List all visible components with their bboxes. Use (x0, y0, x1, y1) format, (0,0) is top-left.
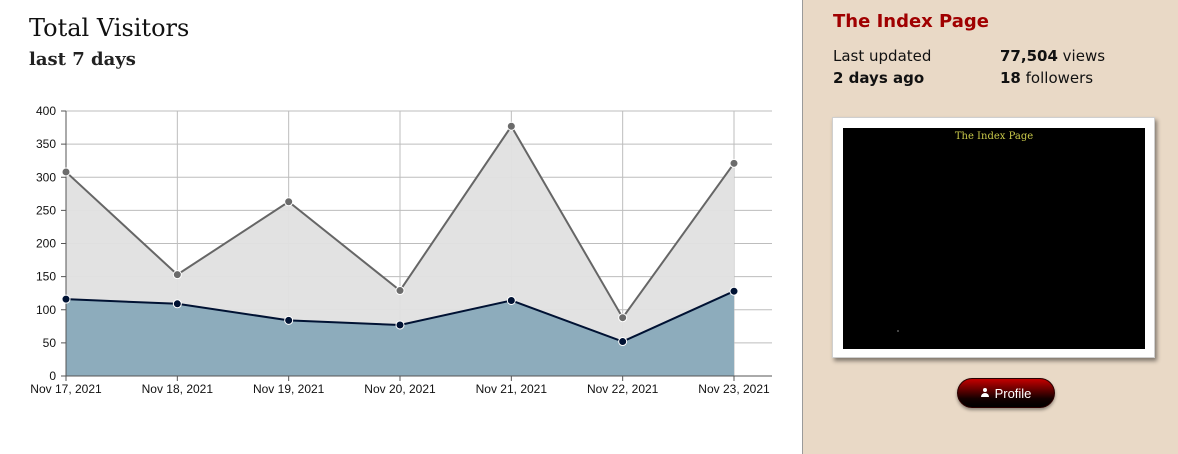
visitors-chart: 0 50 100 150 200 250 300 350 400 Nov 17, 2021 Nov … (30, 104, 772, 396)
views-label: views (1062, 47, 1106, 65)
series-2-point[interactable] (61, 294, 71, 304)
y-tick-label: 350 (36, 137, 56, 151)
followers-count: 18 (1000, 69, 1021, 87)
site-preview-caption: The Index Page (954, 131, 1034, 142)
y-tick-label: 400 (36, 104, 56, 118)
site-preview-screen: The Index Page (843, 128, 1145, 349)
followers-label: followers (1025, 69, 1094, 87)
last-updated-value-text: 2 days ago (833, 69, 925, 87)
x-tick-label: Nov 23, 2021 (698, 382, 770, 396)
series-1-point[interactable] (284, 197, 294, 207)
series-2-point[interactable] (506, 295, 516, 305)
y-tick-label: 150 (36, 270, 56, 284)
y-tick-label: 250 (36, 203, 56, 217)
last-updated-label: Last updated (833, 47, 932, 65)
site-title: The Index Page (833, 11, 989, 32)
chart-subtitle: last 7 days (29, 49, 136, 70)
marker-layer (61, 121, 739, 347)
series-2-point[interactable] (395, 320, 405, 330)
label-layer: 0 50 100 150 200 250 300 350 400 Nov 17, 2021 Nov … (30, 104, 770, 396)
y-tick-label: 300 (36, 170, 56, 184)
y-tick-label: 200 (36, 237, 56, 251)
chart-panel: Total Visitors last 7 days 0 50 100 150 200 2… (29, 14, 772, 396)
series-1-point[interactable] (729, 158, 739, 168)
x-tick-label: Nov 19, 2021 (253, 382, 325, 396)
series-1-point[interactable] (395, 286, 405, 296)
views-count: 77,504 (1000, 47, 1058, 65)
x-tick-label: Nov 21, 2021 (476, 382, 548, 396)
series-1-point[interactable] (172, 270, 182, 280)
axis-layer (61, 110, 772, 381)
x-tick-label: Nov 20, 2021 (364, 382, 436, 396)
last-updated-value: 2 days ago (833, 69, 924, 87)
profile-button-label: Profile (994, 385, 1032, 401)
series-2-point[interactable] (618, 337, 628, 347)
y-tick-label: 0 (49, 369, 56, 383)
profile-button[interactable]: Profile (957, 378, 1055, 408)
chart-title: Total Visitors (29, 14, 190, 42)
series-1-point[interactable] (506, 121, 516, 131)
followers-stat: 18 followers (1000, 69, 1093, 87)
user-icon (980, 388, 989, 398)
x-tick-label: Nov 17, 2021 (30, 382, 102, 396)
y-tick-label: 100 (36, 303, 56, 317)
series-2-point[interactable] (172, 299, 182, 309)
site-preview-speck (897, 330, 899, 332)
series-1-point[interactable] (618, 313, 628, 323)
series-2-point[interactable] (729, 286, 739, 296)
series-2-point[interactable] (284, 315, 294, 325)
series-1-point[interactable] (61, 167, 71, 177)
y-tick-label: 50 (43, 336, 57, 350)
site-preview[interactable]: The Index Page (832, 117, 1155, 358)
views-stat: 77,504 views (1000, 47, 1105, 65)
x-tick-label: Nov 22, 2021 (587, 382, 659, 396)
x-tick-label: Nov 18, 2021 (142, 382, 214, 396)
sidebar: The Index Page Last updated 2 days ago 7… (802, 0, 1178, 454)
